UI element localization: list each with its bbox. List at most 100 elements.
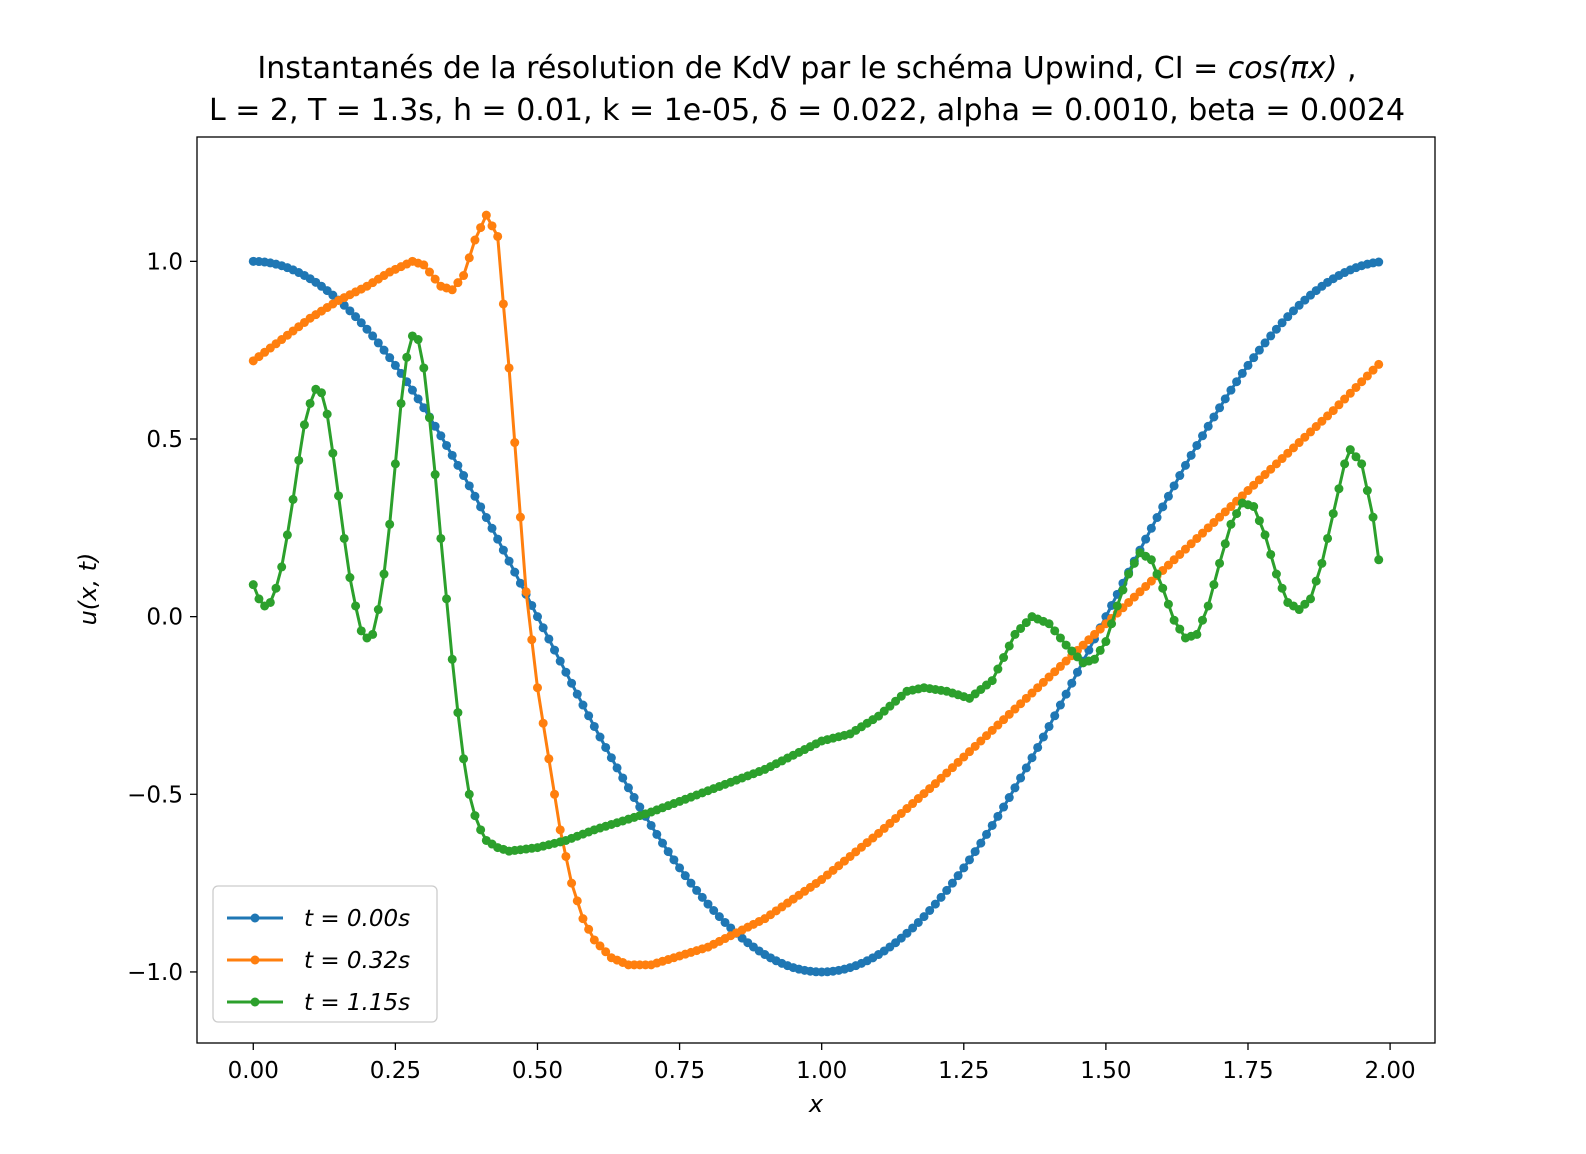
title-line-1: Instantanés de la résolution de KdV par …: [257, 51, 1356, 86]
data-point: [1215, 512, 1225, 522]
y-axis-label: u(x, t): [74, 553, 102, 626]
data-point: [936, 892, 946, 902]
data-point: [1186, 539, 1196, 549]
data-point: [1152, 513, 1162, 523]
data-point: [964, 855, 974, 865]
data-point: [703, 899, 713, 909]
data-point: [1294, 605, 1304, 615]
data-point: [1220, 539, 1230, 549]
data-point: [1163, 491, 1173, 501]
data-point: [481, 513, 491, 523]
data-point: [334, 491, 344, 501]
data-point: [1306, 427, 1316, 437]
data-point: [1004, 641, 1014, 651]
x-tick-label: 0.75: [654, 1058, 705, 1084]
data-point: [1021, 763, 1031, 773]
data-point: [368, 331, 378, 341]
data-point: [1198, 431, 1208, 441]
data-point: [1317, 416, 1327, 426]
data-point: [1044, 672, 1054, 682]
data-point: [675, 863, 685, 873]
data-point: [1277, 318, 1287, 328]
data-point: [913, 917, 923, 927]
data-point: [1055, 633, 1065, 643]
data-point: [550, 789, 560, 799]
data-point: [1232, 509, 1242, 519]
data-point: [1016, 773, 1026, 783]
data-point: [493, 231, 503, 241]
data-point: [1055, 661, 1065, 671]
data-point: [532, 683, 542, 693]
data-point: [550, 645, 560, 655]
legend-box: [212, 885, 438, 1023]
y-axis: −1.0 −0.5 0.0 0.5 1.0: [127, 249, 197, 986]
data-point: [385, 353, 395, 363]
data-point: [987, 676, 997, 686]
data-point: [1328, 406, 1338, 416]
data-point: [1010, 629, 1020, 639]
legend: t = 0.00s t = 0.32s t = 1.15s: [212, 885, 438, 1023]
data-point: [487, 523, 497, 533]
data-point: [1163, 560, 1173, 570]
data-point: [1220, 507, 1230, 517]
data-point: [373, 338, 383, 348]
data-point: [1033, 742, 1043, 752]
data-point: [1061, 656, 1071, 666]
data-point: [1175, 471, 1185, 481]
data-point: [1374, 359, 1384, 369]
data-point: [368, 629, 378, 639]
data-point: [379, 569, 389, 579]
data-point: [459, 754, 469, 764]
data-point: [299, 420, 309, 430]
data-point: [1260, 338, 1270, 348]
data-point: [629, 793, 639, 803]
data-point: [1107, 619, 1117, 629]
x-tick-label: 0.00: [228, 1058, 279, 1084]
data-point: [470, 491, 480, 501]
y-tick-label: 0.5: [146, 427, 183, 453]
data-point: [1374, 555, 1384, 565]
data-point: [1061, 640, 1071, 650]
data-point: [476, 825, 486, 835]
legend-marker: [250, 997, 260, 1007]
data-point: [959, 752, 969, 762]
data-point: [1362, 371, 1372, 381]
data-point: [578, 700, 588, 710]
data-point: [345, 306, 355, 316]
data-point: [1311, 576, 1321, 586]
data-point: [1192, 629, 1202, 639]
data-point: [1067, 646, 1077, 656]
data-point: [720, 917, 730, 927]
data-point: [646, 820, 656, 830]
data-point: [959, 863, 969, 873]
data-point: [1294, 300, 1304, 310]
data-point: [1300, 599, 1310, 609]
data-point: [606, 753, 616, 763]
data-point: [1112, 601, 1122, 611]
data-point: [1277, 454, 1287, 464]
data-point: [1129, 592, 1139, 602]
x-axis-label: x: [808, 1090, 824, 1118]
data-point: [1203, 421, 1213, 431]
data-point: [982, 731, 992, 741]
data-point: [1158, 583, 1168, 593]
series-0: [248, 256, 1384, 977]
data-point: [1192, 533, 1202, 543]
data-point: [1215, 403, 1225, 413]
x-axis: 0.00 0.25 0.50 0.75 1.00 1.25 1.50 1.75 2.00: [228, 1043, 1416, 1084]
data-point: [459, 271, 469, 281]
legend-item: t = 0.00s: [227, 906, 410, 932]
data-point: [436, 431, 446, 441]
data-point: [373, 605, 383, 615]
data-point: [1294, 438, 1304, 448]
title-line-1-text: Instantanés de la résolution de KdV par …: [257, 51, 1227, 86]
data-point: [1044, 721, 1054, 731]
data-point: [1135, 587, 1145, 597]
data-point: [453, 460, 463, 470]
x-tick-label: 0.50: [512, 1058, 563, 1084]
data-point: [697, 892, 707, 902]
legend-item: t = 1.15s: [227, 990, 410, 1016]
data-point: [1351, 452, 1361, 462]
data-point: [1192, 440, 1202, 450]
data-point: [1158, 502, 1168, 512]
